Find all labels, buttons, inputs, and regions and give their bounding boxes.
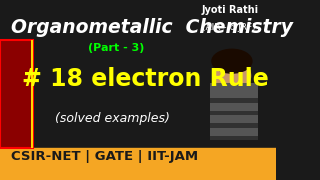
Ellipse shape <box>211 49 252 74</box>
Bar <box>210 123 258 128</box>
Bar <box>31 40 33 148</box>
Bar <box>210 83 258 140</box>
Bar <box>210 136 258 140</box>
Text: (AIR - 6 JRF): (AIR - 6 JRF) <box>202 23 255 32</box>
Text: CSIR-NET | GATE | IIT-JAM: CSIR-NET | GATE | IIT-JAM <box>11 150 198 163</box>
Text: (Part - 3): (Part - 3) <box>88 43 144 53</box>
Text: Jyoti Rathi: Jyoti Rathi <box>202 5 259 15</box>
Text: # 18 electron Rule: # 18 electron Rule <box>22 67 269 91</box>
Bar <box>0 40 33 148</box>
Bar <box>210 111 258 115</box>
Ellipse shape <box>212 58 251 94</box>
Text: (solved examples): (solved examples) <box>55 112 170 125</box>
Bar <box>0 148 276 180</box>
Text: Organometallic  Chemistry: Organometallic Chemistry <box>11 18 293 37</box>
Bar <box>210 98 258 103</box>
